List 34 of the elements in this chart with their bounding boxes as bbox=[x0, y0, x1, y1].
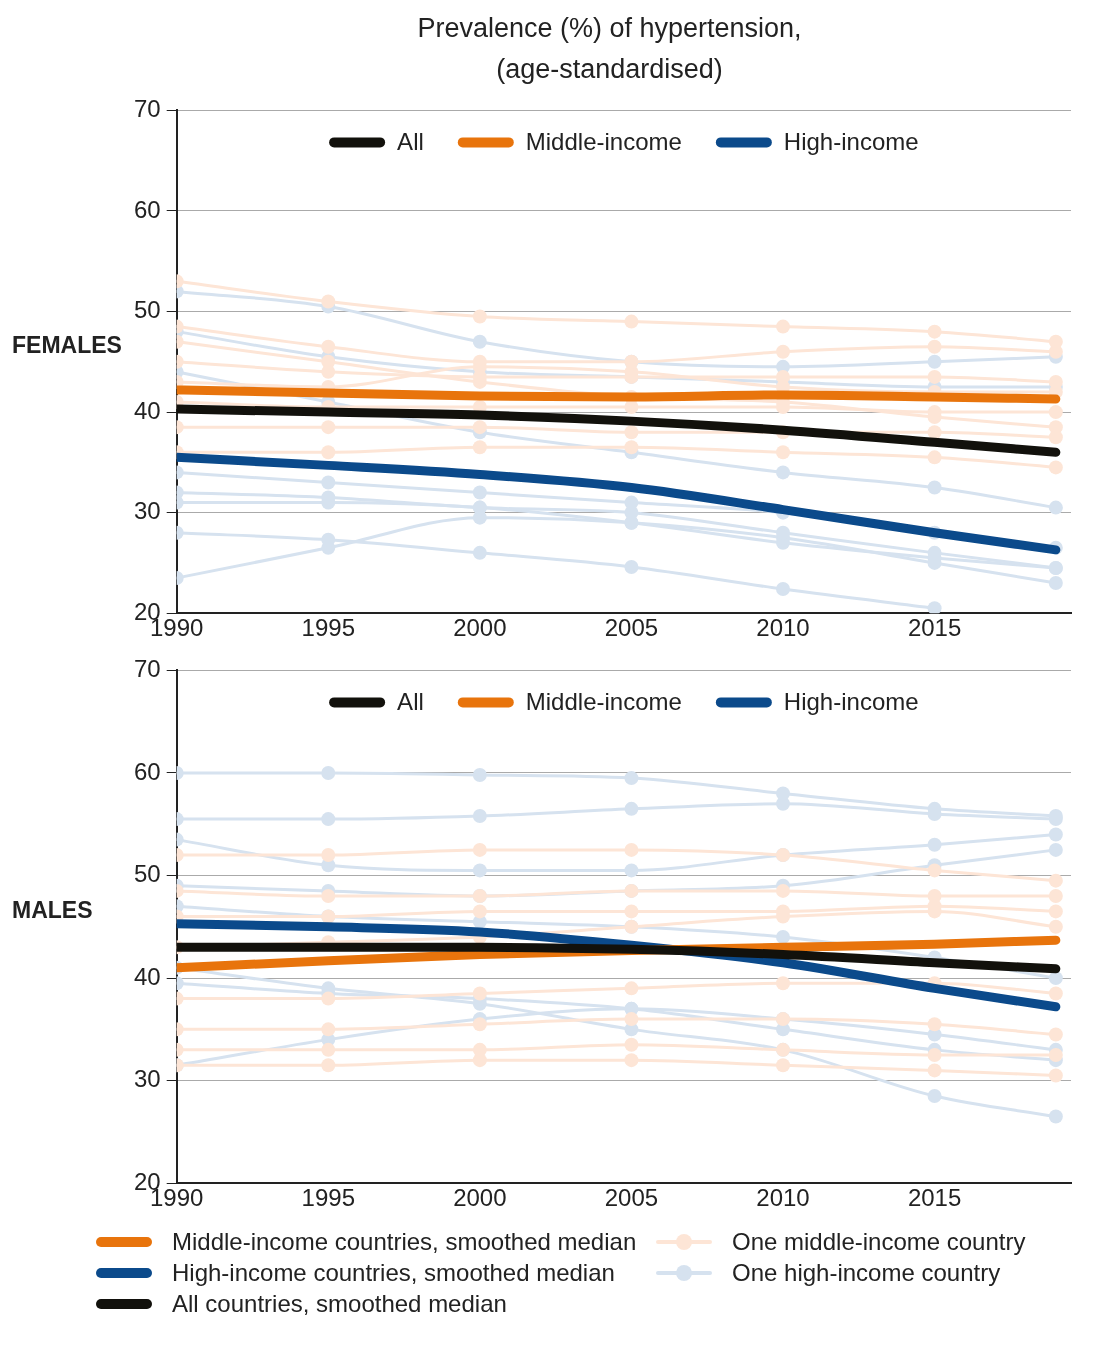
y-tick-label: 70 bbox=[133, 655, 161, 683]
y-tick-label: 30 bbox=[133, 497, 161, 525]
text: One high-income country bbox=[732, 1258, 1001, 1287]
legend-label: All bbox=[397, 688, 424, 716]
x-tick-label: 2000 bbox=[453, 1184, 507, 1212]
legend-label: All bbox=[397, 128, 424, 156]
text: Middle-income countries, smoothed median bbox=[172, 1227, 637, 1256]
y-tick-label: 30 bbox=[133, 1065, 161, 1093]
y-axis-title: FEMALES bbox=[12, 332, 122, 359]
x-tick-label: 2010 bbox=[756, 614, 810, 642]
x-tick-label: 2015 bbox=[907, 1184, 962, 1212]
y-tick-label: 70 bbox=[133, 95, 161, 123]
x-tick-label: 2010 bbox=[756, 1184, 810, 1212]
text: One middle-income country bbox=[732, 1227, 1026, 1256]
x-tick-label: 1995 bbox=[301, 614, 355, 642]
legend-label: High-income bbox=[783, 128, 919, 156]
legend-label: Middle-income bbox=[525, 688, 682, 716]
y-tick-label: 40 bbox=[133, 962, 161, 990]
y-tick-label: 50 bbox=[133, 296, 161, 324]
x-tick-label: 2015 bbox=[907, 614, 962, 642]
y-tick-label: 60 bbox=[133, 757, 161, 785]
text: High-income countries, smoothed median bbox=[172, 1258, 615, 1287]
x-tick-label: 2005 bbox=[604, 614, 659, 642]
y-axis-title: MALES bbox=[12, 896, 93, 923]
x-tick-label: 2000 bbox=[453, 614, 507, 642]
chart-title: Prevalence (%) of hypertension, (age-standardised) bbox=[416, 12, 803, 86]
x-tick-label: 1995 bbox=[301, 1184, 355, 1212]
y-tick-label: 50 bbox=[133, 860, 161, 888]
legend-label: High-income bbox=[783, 688, 919, 716]
legend-label: Middle-income bbox=[525, 128, 682, 156]
x-tick-label: 2005 bbox=[604, 1184, 659, 1212]
y-tick-label: 40 bbox=[133, 396, 161, 424]
text: All countries, smoothed median bbox=[172, 1289, 507, 1318]
y-tick-label: 60 bbox=[133, 195, 161, 223]
